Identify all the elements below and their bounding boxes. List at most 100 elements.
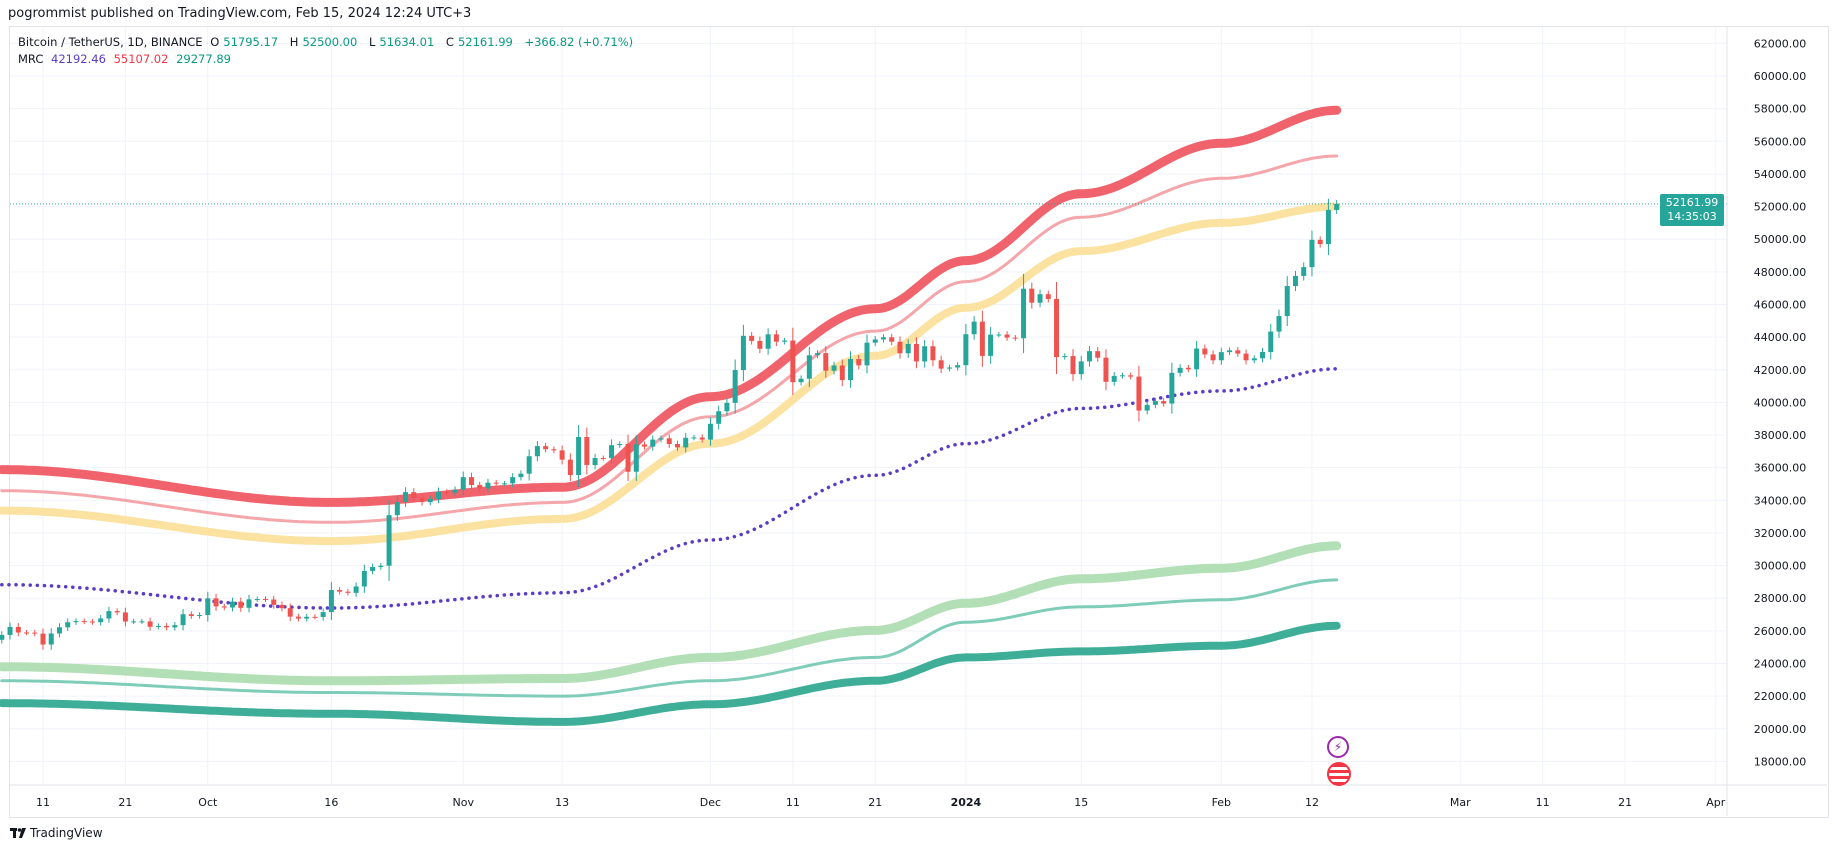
x-tick-label: Dec bbox=[700, 796, 721, 809]
candle bbox=[337, 587, 343, 595]
candle bbox=[1309, 230, 1315, 277]
candle bbox=[600, 455, 606, 461]
indicator-lower: 29277.89 bbox=[176, 52, 231, 66]
candle bbox=[551, 446, 557, 454]
candle-body bbox=[913, 343, 919, 362]
y-tick-label: 28000.00 bbox=[1754, 592, 1807, 605]
x-tick-label: 21 bbox=[868, 796, 882, 809]
candle-body bbox=[1185, 367, 1191, 370]
candle-body bbox=[279, 604, 285, 609]
candle-body bbox=[205, 598, 211, 616]
candle bbox=[1169, 362, 1175, 414]
candle-body bbox=[897, 341, 903, 354]
x-tick-label: 11 bbox=[1536, 796, 1550, 809]
candle bbox=[1301, 262, 1307, 281]
candle-body bbox=[65, 622, 71, 628]
candle-body bbox=[642, 444, 648, 447]
candle bbox=[666, 434, 672, 448]
open-label: O bbox=[210, 35, 220, 49]
candle bbox=[188, 611, 194, 619]
candle-body bbox=[172, 625, 178, 628]
us-flag-icon[interactable] bbox=[1327, 762, 1351, 786]
candle bbox=[823, 346, 829, 378]
candle-body bbox=[510, 477, 516, 484]
candle-body bbox=[345, 591, 351, 593]
symbol-name[interactable]: Bitcoin / TetherUS, 1D, BINANCE bbox=[18, 35, 203, 49]
candle bbox=[1243, 349, 1249, 365]
candle-body bbox=[419, 497, 425, 503]
candle-body bbox=[1317, 239, 1323, 245]
x-tick-label: 16 bbox=[324, 796, 338, 809]
lightning-icon[interactable]: ⚡ bbox=[1327, 736, 1349, 758]
candle bbox=[988, 326, 994, 364]
footer: TradingView bbox=[10, 826, 103, 840]
candle-body bbox=[0, 634, 5, 640]
candle bbox=[716, 405, 722, 430]
time-axis: 11 21 Oct 16 Nov 13 Dec 11 21 2024 15 Feb 12 Mar 11 21 A… bbox=[10, 784, 1827, 809]
y-tick-label: 38000.00 bbox=[1754, 429, 1807, 442]
candle-body bbox=[1128, 375, 1134, 377]
indicator-row: MRC 42192.46 55107.02 29277.89 bbox=[18, 51, 637, 68]
candle-body bbox=[147, 621, 153, 627]
candle-body bbox=[1144, 404, 1150, 411]
x-tick-label: Nov bbox=[453, 796, 475, 809]
candle bbox=[609, 439, 615, 464]
candle-body bbox=[1062, 356, 1068, 358]
candle-body bbox=[1169, 372, 1175, 404]
x-tick-label: 11 bbox=[36, 796, 50, 809]
candle bbox=[510, 473, 516, 488]
candle-body bbox=[773, 334, 779, 342]
candle-body bbox=[551, 449, 557, 451]
candle bbox=[73, 618, 79, 625]
candle-body bbox=[806, 355, 812, 379]
candle bbox=[180, 609, 186, 631]
candle-body bbox=[312, 616, 318, 618]
publish-line: pogrommist published on TradingView.com,… bbox=[8, 6, 472, 21]
indicator-line-upper-outer bbox=[0, 105, 1342, 507]
candle-body bbox=[361, 570, 367, 587]
candle bbox=[880, 334, 886, 343]
candle bbox=[411, 488, 417, 502]
x-tick-label: 12 bbox=[1305, 796, 1319, 809]
candle bbox=[238, 597, 244, 612]
candle-body bbox=[221, 606, 227, 608]
candle-body bbox=[73, 621, 79, 623]
candle-body bbox=[411, 492, 417, 498]
indicator-name[interactable]: MRC bbox=[18, 52, 44, 66]
candle bbox=[1054, 281, 1060, 375]
x-tick-label: 15 bbox=[1074, 796, 1088, 809]
candle bbox=[312, 614, 318, 620]
y-tick-label: 52000.00 bbox=[1754, 201, 1807, 214]
candle bbox=[1012, 335, 1018, 341]
candle bbox=[856, 354, 862, 370]
y-tick-label: 50000.00 bbox=[1754, 233, 1807, 246]
indicator-upper: 55107.02 bbox=[113, 52, 169, 66]
candle bbox=[683, 432, 689, 453]
candle-body bbox=[1111, 375, 1117, 382]
candle-body bbox=[501, 483, 507, 485]
candle bbox=[361, 564, 367, 593]
candle bbox=[122, 607, 128, 627]
candle bbox=[460, 471, 466, 496]
candle-body bbox=[905, 343, 911, 354]
tradingview-brand[interactable]: TradingView bbox=[30, 826, 103, 840]
y-tick-label: 56000.00 bbox=[1754, 135, 1807, 148]
last-price: 52161.99 bbox=[1665, 195, 1719, 209]
candle bbox=[848, 351, 854, 388]
candle-body bbox=[839, 365, 845, 381]
indicator-line-upper-inner bbox=[0, 154, 1339, 524]
candle bbox=[1292, 270, 1298, 292]
candle bbox=[724, 398, 730, 416]
candle bbox=[996, 332, 1002, 338]
candle-body bbox=[518, 473, 524, 478]
candle-body bbox=[48, 633, 54, 645]
candle-body bbox=[452, 489, 458, 493]
candle-body bbox=[880, 337, 886, 340]
y-tick-label: 54000.00 bbox=[1754, 168, 1807, 181]
candle-body bbox=[1012, 337, 1018, 339]
candle-body bbox=[468, 477, 474, 485]
candle bbox=[1144, 400, 1150, 415]
candle-body bbox=[485, 482, 491, 489]
candle-body bbox=[1309, 239, 1315, 268]
